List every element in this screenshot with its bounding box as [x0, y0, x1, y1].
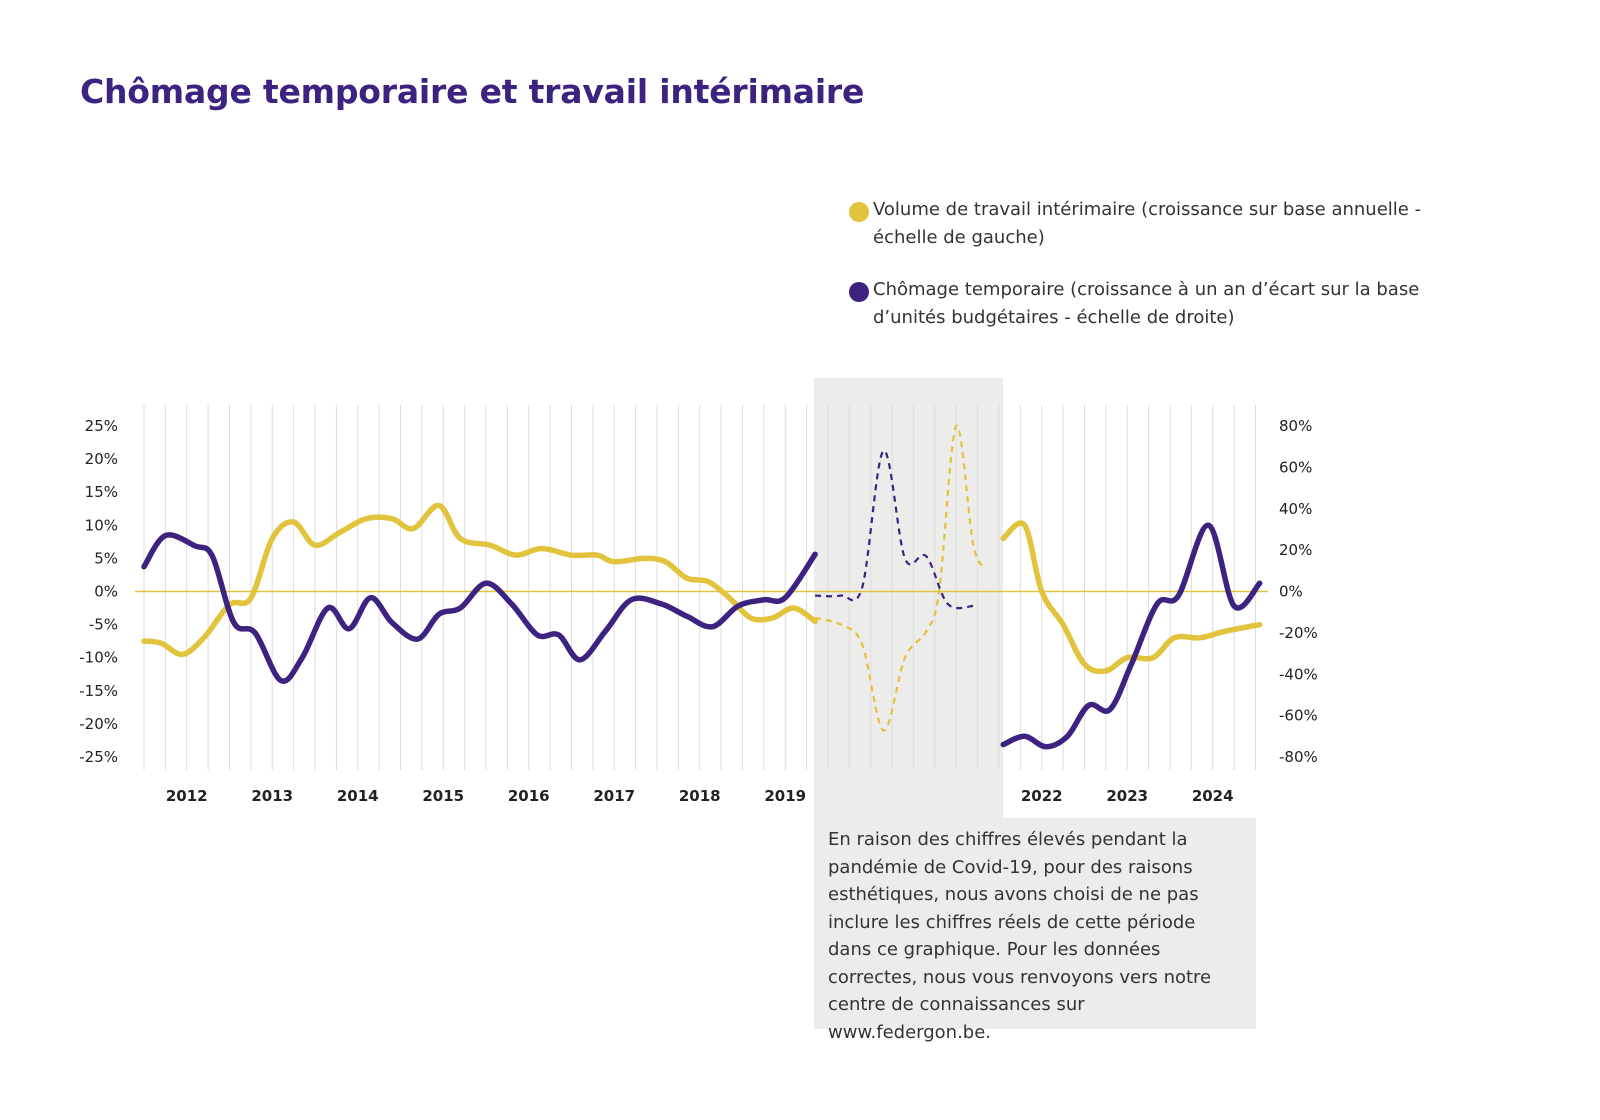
left-axis-tick: -10% — [79, 649, 118, 667]
x-axis-label: 2016 — [508, 787, 550, 805]
x-axis-label: 2013 — [251, 787, 293, 805]
right-axis-tick: 80% — [1279, 417, 1312, 435]
left-axis-tick: 0% — [94, 583, 118, 601]
right-axis-tick: 0% — [1279, 583, 1303, 601]
legend-label-temporary-unemployment: Chômage temporaire (croissance à un an d… — [873, 279, 1420, 328]
x-axis-label: 2014 — [337, 787, 379, 805]
series-temporary-unemployment-line — [1000, 522, 1263, 750]
legend-item-interim: Volume de travail intérimaire (croissanc… — [849, 196, 1433, 252]
right-axis-tick: -60% — [1279, 707, 1318, 725]
x-axis-label: 2012 — [166, 787, 208, 805]
right-axis-tick: -80% — [1279, 748, 1318, 766]
right-axis-tick: -40% — [1279, 665, 1318, 683]
right-axis-tick: 60% — [1279, 458, 1312, 476]
x-axis-label: 2024 — [1192, 787, 1234, 805]
right-axis-tick: -20% — [1279, 624, 1318, 642]
covid-shade — [814, 378, 1003, 818]
series-temporary-unemployment-line — [141, 532, 818, 684]
covid-note: En raison des chiffres élevés pendant la… — [814, 818, 1256, 1043]
series-interim-dashed — [814, 424, 988, 732]
chart-title: Chômage temporaire et travail intérimair… — [80, 72, 865, 111]
x-axis-label: 2017 — [593, 787, 635, 805]
legend-dot-purple — [849, 282, 869, 302]
left-axis-tick: 25% — [85, 417, 118, 435]
left-axis-tick: -15% — [79, 682, 118, 700]
right-axis-tick: 20% — [1279, 541, 1312, 559]
x-axis-label: 2023 — [1106, 787, 1148, 805]
series-interim-line — [141, 502, 818, 658]
right-axis-tick: 40% — [1279, 500, 1312, 518]
left-axis-tick: 20% — [85, 450, 118, 468]
series-temporary-unemployment-dashed — [815, 449, 974, 610]
legend-item-temporary-unemployment: Chômage temporaire (croissance à un an d… — [849, 276, 1433, 332]
x-axis-label: 2015 — [422, 787, 464, 805]
left-axis-tick: 10% — [85, 516, 118, 534]
x-axis-label: 2019 — [764, 787, 806, 805]
legend-dot-yellow — [849, 202, 869, 222]
x-axis-label: 2018 — [679, 787, 721, 805]
x-axis-label: 2022 — [1021, 787, 1063, 805]
series-interim-line — [1000, 520, 1263, 675]
legend-label-interim: Volume de travail intérimaire (croissanc… — [873, 199, 1422, 248]
left-axis-tick: -20% — [79, 715, 118, 733]
left-axis-tick: 5% — [94, 549, 118, 567]
left-axis-tick: -5% — [89, 616, 118, 634]
left-axis-tick: -25% — [79, 748, 118, 766]
left-axis-tick: 15% — [85, 483, 118, 501]
